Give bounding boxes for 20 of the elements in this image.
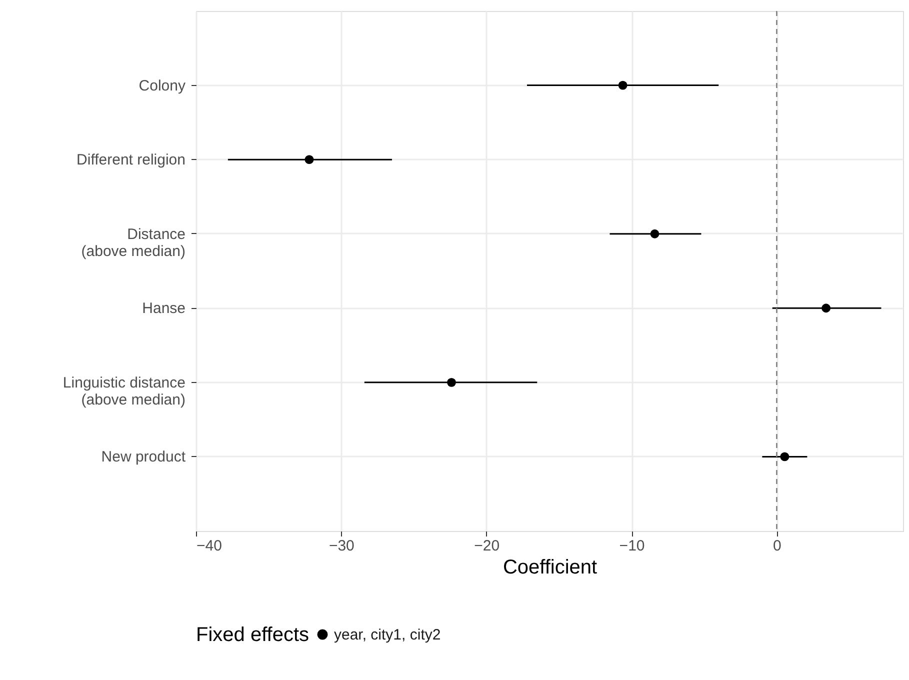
point xyxy=(304,155,314,164)
y-tick-label: Distance (above median) xyxy=(81,226,186,260)
legend-title: Fixed effects xyxy=(196,624,310,646)
legend-label: year, city1, city2 xyxy=(334,626,441,644)
point xyxy=(618,80,628,90)
point xyxy=(447,378,456,387)
y-tick-label: Linguistic distance (above median) xyxy=(62,374,186,408)
x-tick-label: −30 xyxy=(328,538,354,554)
y-tick-label: Different religion xyxy=(76,152,186,169)
point xyxy=(822,304,831,313)
y-tick-label: New product xyxy=(101,448,186,466)
point xyxy=(650,229,660,238)
point xyxy=(780,452,790,462)
y-tick-label: Hanse xyxy=(142,300,186,318)
x-tick-label: 0 xyxy=(773,538,782,554)
x-axis-title: Coefficient xyxy=(502,556,598,578)
x-tick-label: −10 xyxy=(619,538,645,554)
x-tick-label: −40 xyxy=(196,538,222,554)
x-tick-label: −20 xyxy=(474,538,500,554)
y-tick-label: Colony xyxy=(138,77,186,94)
